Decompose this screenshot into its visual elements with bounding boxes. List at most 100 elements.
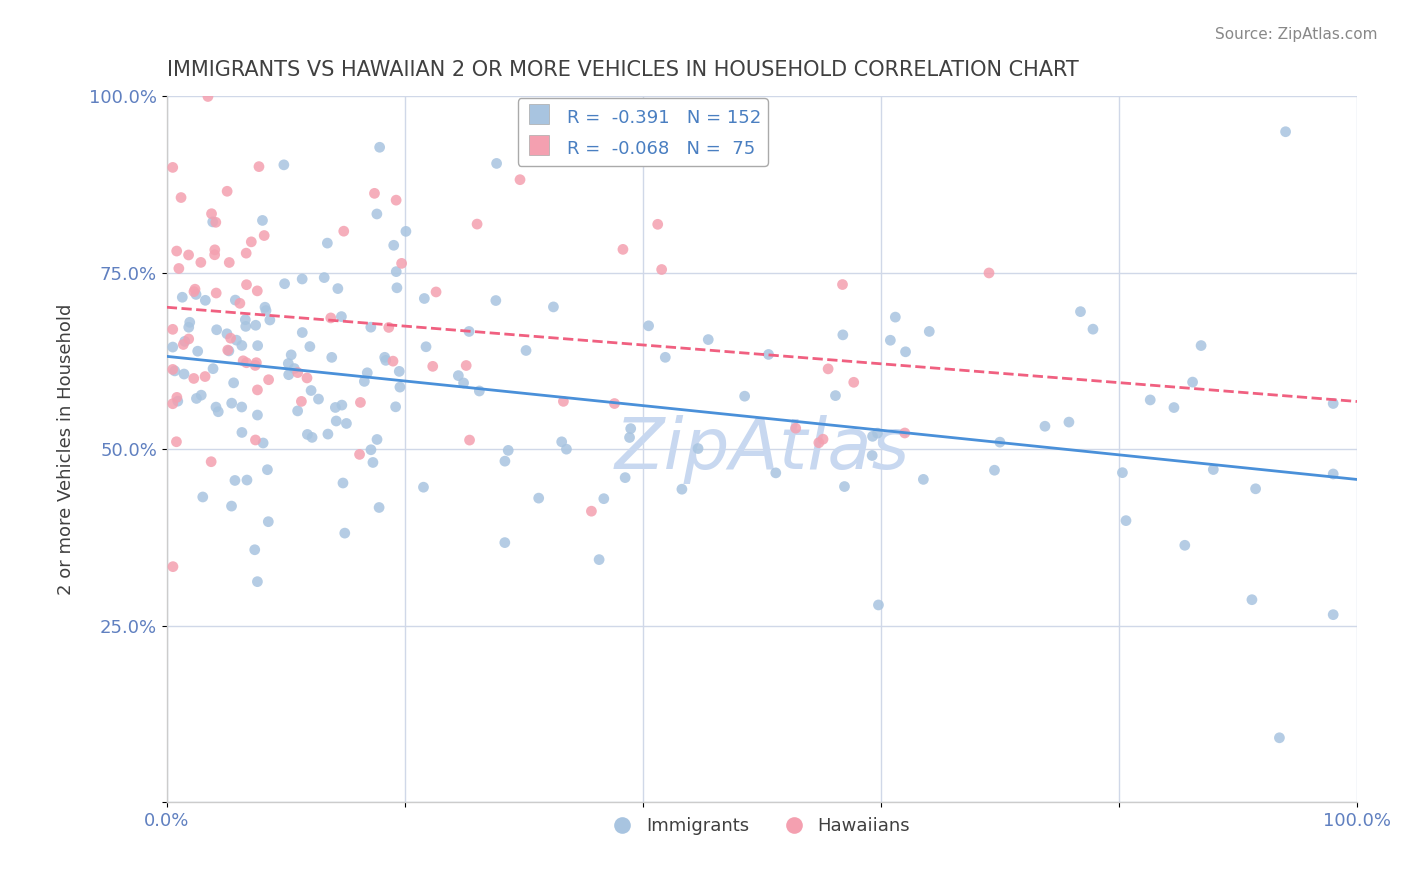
- Point: [1181, 375, 1204, 389]
- Point: [868, 598, 890, 612]
- Point: [204, 215, 226, 229]
- Point: [166, 244, 188, 258]
- Point: [1115, 514, 1137, 528]
- Point: [1322, 396, 1344, 410]
- Point: [509, 172, 531, 186]
- Point: [299, 384, 322, 398]
- Point: [186, 392, 208, 406]
- Point: [221, 499, 243, 513]
- Point: [190, 388, 212, 402]
- Point: [247, 160, 270, 174]
- Point: [588, 552, 610, 566]
- Point: [177, 248, 200, 262]
- Point: [412, 480, 434, 494]
- Point: [862, 429, 884, 443]
- Point: [287, 366, 309, 380]
- Point: [494, 454, 516, 468]
- Point: [166, 390, 188, 404]
- Point: [349, 395, 371, 409]
- Point: [382, 354, 405, 368]
- Point: [458, 325, 481, 339]
- Point: [485, 156, 508, 170]
- Point: [177, 320, 200, 334]
- Point: [298, 340, 321, 354]
- Point: [257, 515, 280, 529]
- Point: [1268, 731, 1291, 745]
- Point: [385, 193, 408, 207]
- Point: [273, 277, 295, 291]
- Point: [191, 490, 214, 504]
- Point: [1069, 304, 1091, 318]
- Point: [422, 359, 444, 374]
- Point: [374, 351, 396, 365]
- Point: [485, 293, 508, 308]
- Point: [259, 313, 281, 327]
- Text: Source: ZipAtlas.com: Source: ZipAtlas.com: [1215, 27, 1378, 42]
- Point: [177, 332, 200, 346]
- Point: [187, 344, 209, 359]
- Point: [353, 375, 375, 389]
- Point: [1111, 466, 1133, 480]
- Point: [553, 394, 575, 409]
- Point: [831, 277, 853, 292]
- Point: [1322, 607, 1344, 622]
- Point: [170, 190, 193, 204]
- Point: [243, 542, 266, 557]
- Point: [291, 326, 314, 340]
- Point: [190, 255, 212, 269]
- Point: [494, 535, 516, 549]
- Point: [620, 422, 643, 436]
- Point: [277, 368, 299, 382]
- Point: [326, 282, 349, 296]
- Point: [894, 344, 917, 359]
- Point: [884, 310, 907, 325]
- Point: [204, 243, 226, 257]
- Point: [330, 398, 353, 412]
- Point: [321, 351, 343, 365]
- Point: [543, 300, 565, 314]
- Point: [245, 359, 267, 373]
- Point: [366, 433, 388, 447]
- Point: [246, 338, 269, 352]
- Point: [197, 89, 219, 103]
- Point: [308, 392, 330, 406]
- Point: [231, 400, 253, 414]
- Point: [807, 435, 830, 450]
- Point: [235, 246, 257, 260]
- Point: [592, 491, 614, 506]
- Point: [245, 433, 267, 447]
- Point: [235, 277, 257, 292]
- Point: [319, 310, 342, 325]
- Point: [349, 447, 371, 461]
- Point: [184, 287, 207, 301]
- Point: [172, 337, 194, 351]
- Point: [246, 284, 269, 298]
- Point: [194, 369, 217, 384]
- Point: [287, 404, 309, 418]
- Point: [184, 282, 207, 296]
- Point: [988, 435, 1011, 450]
- Point: [283, 361, 305, 376]
- Point: [162, 559, 184, 574]
- Point: [581, 504, 603, 518]
- Point: [842, 376, 865, 390]
- Point: [316, 236, 339, 251]
- Point: [555, 442, 578, 457]
- Point: [246, 408, 269, 422]
- Point: [395, 224, 418, 238]
- Point: [301, 430, 323, 444]
- Point: [647, 217, 669, 231]
- Point: [360, 320, 382, 334]
- Point: [273, 158, 295, 172]
- Point: [183, 285, 205, 299]
- Point: [253, 228, 276, 243]
- Point: [465, 217, 488, 231]
- Point: [183, 371, 205, 385]
- Point: [382, 238, 405, 252]
- Legend: Immigrants, Hawaiians: Immigrants, Hawaiians: [606, 810, 918, 843]
- Point: [224, 293, 246, 307]
- Point: [165, 434, 187, 449]
- Point: [385, 265, 408, 279]
- Point: [1322, 467, 1344, 481]
- Point: [205, 400, 228, 414]
